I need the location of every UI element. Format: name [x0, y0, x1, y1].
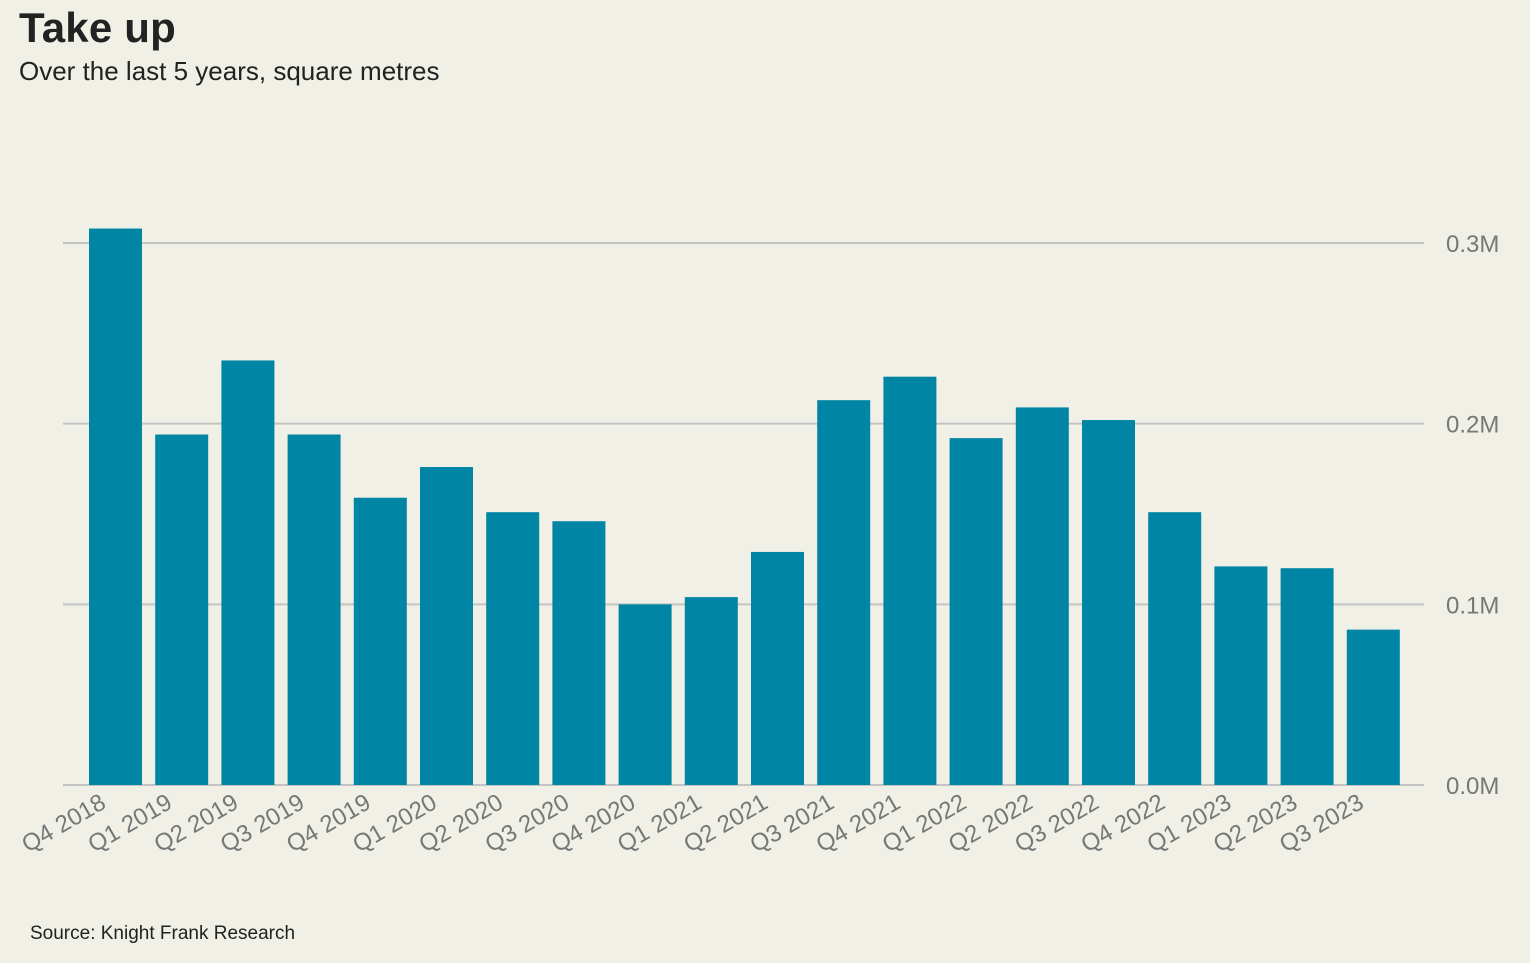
bar — [684, 597, 738, 785]
bar — [552, 521, 606, 785]
bars — [89, 228, 1400, 786]
bar — [883, 376, 937, 785]
source-note: Source: Knight Frank Research — [30, 923, 296, 944]
y-axis-ticks: 0.0M 0.1M 0.2M 0.3M — [1446, 231, 1499, 800]
bar — [751, 551, 804, 785]
bar — [353, 497, 407, 785]
bar — [1214, 566, 1268, 785]
bar — [949, 438, 1003, 785]
bar — [155, 434, 209, 785]
bar — [89, 228, 142, 786]
bar — [1082, 420, 1135, 785]
bar — [486, 512, 540, 785]
bar — [420, 467, 473, 785]
chart-subtitle: Over the last 5 years, square metres — [19, 56, 440, 86]
bar — [287, 434, 341, 785]
bar — [1148, 512, 1202, 785]
y-tick-label: 0.3M — [1446, 231, 1499, 258]
chart-title: Take up — [19, 4, 176, 51]
bar — [1346, 629, 1400, 785]
y-tick-label: 0.1M — [1446, 592, 1499, 619]
bar — [221, 360, 275, 785]
y-tick-label: 0.0M — [1446, 773, 1499, 800]
y-tick-label: 0.2M — [1446, 412, 1499, 439]
bar — [1280, 568, 1334, 785]
bar — [618, 604, 672, 785]
bar — [1015, 407, 1069, 785]
bar — [817, 400, 871, 785]
